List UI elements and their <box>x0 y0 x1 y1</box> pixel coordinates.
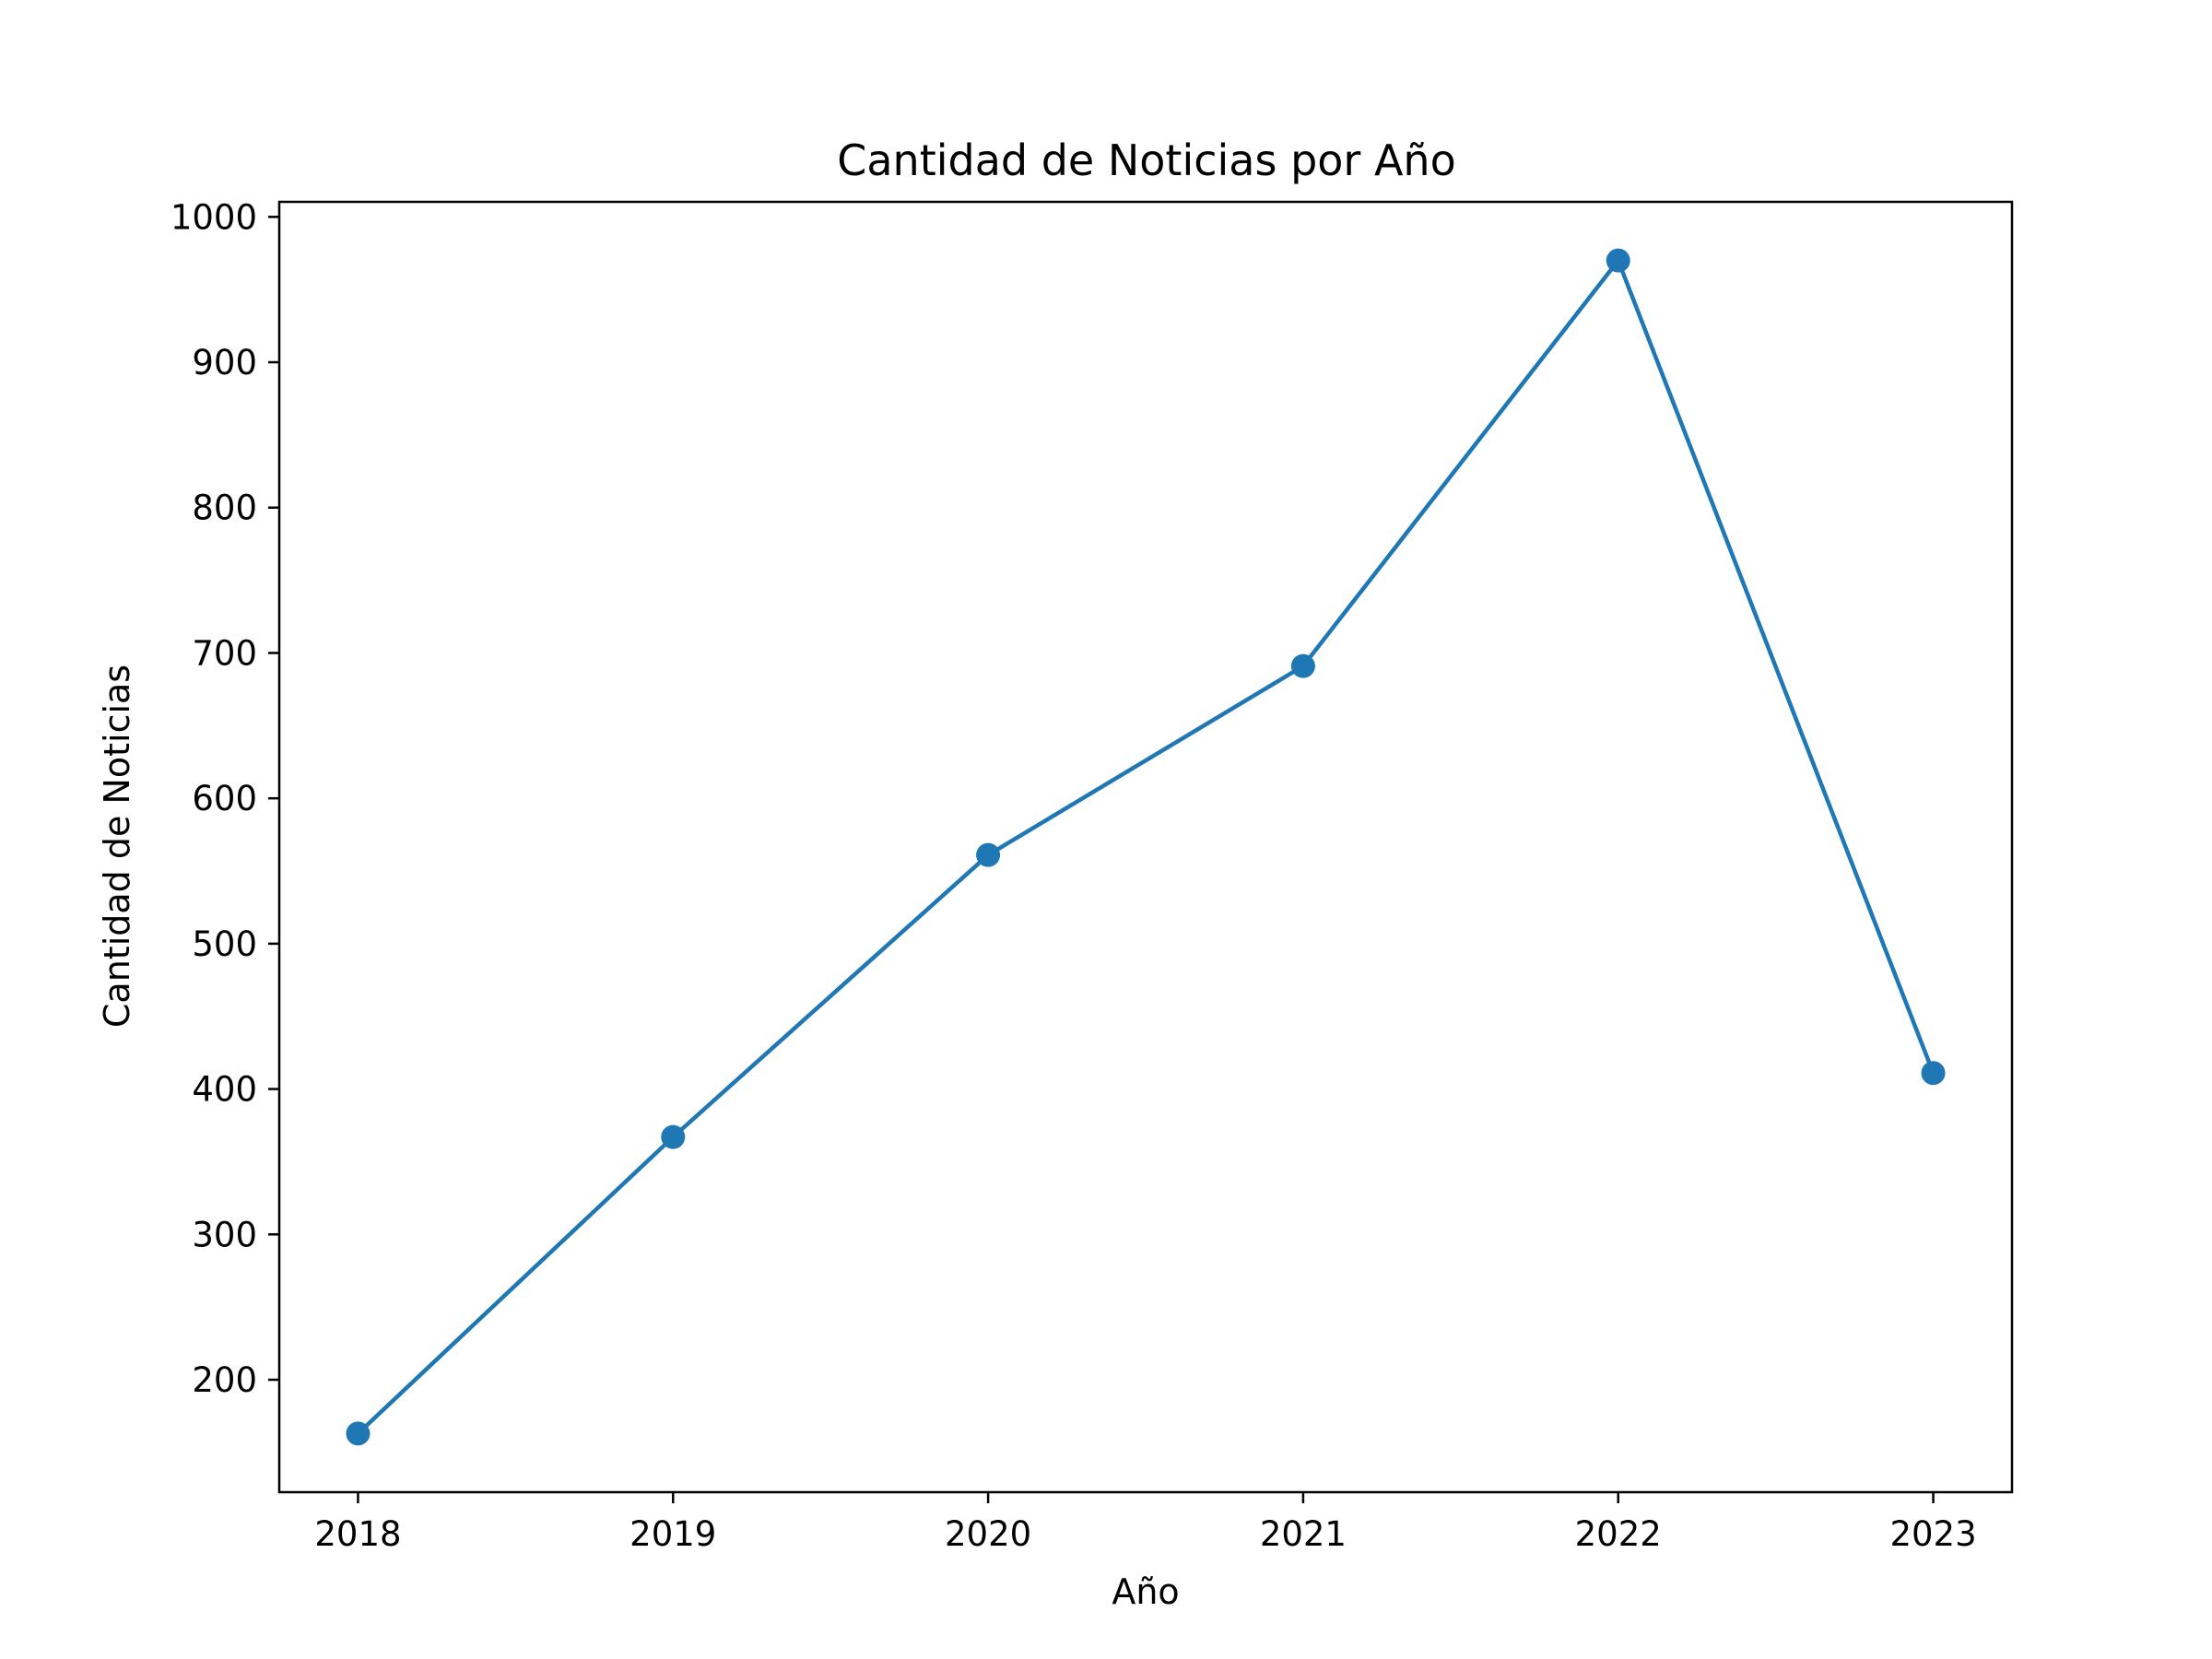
y-tick-label: 900 <box>192 343 257 382</box>
x-tick-label: 2023 <box>1889 1514 1976 1554</box>
series-line <box>356 258 1936 1436</box>
axes-frame <box>277 200 2014 1494</box>
data-point <box>1921 1061 1946 1086</box>
chart-title: Cantidad de Noticias por Año <box>837 135 1455 185</box>
data-point <box>346 1421 371 1446</box>
x-tick-label: 2018 <box>314 1514 401 1554</box>
y-tick-label: 700 <box>192 633 257 673</box>
data-point <box>1290 653 1315 678</box>
y-tick-label: 400 <box>192 1070 257 1110</box>
y-tick-label: 200 <box>192 1360 257 1400</box>
y-tick-label: 300 <box>192 1215 257 1254</box>
plot-area <box>346 248 1946 1446</box>
y-axis-label: Cantidad de Noticias <box>97 665 137 1028</box>
data-point <box>976 842 1001 867</box>
x-tick-label: 2021 <box>1260 1514 1347 1554</box>
x-axis-label: Año <box>1112 1571 1179 1612</box>
y-tick-label: 600 <box>192 779 257 818</box>
y-tick-label: 500 <box>192 924 257 964</box>
x-tick-label: 2020 <box>945 1514 1031 1554</box>
data-point <box>661 1124 686 1149</box>
y-tick-label: 1000 <box>171 197 257 237</box>
x-tick-label: 2022 <box>1575 1514 1662 1554</box>
data-point <box>1606 248 1630 273</box>
x-tick-label: 2019 <box>629 1514 716 1554</box>
y-tick-label: 800 <box>192 488 257 528</box>
y-axis: 200 300 400 500 600 700 800 900 1000 <box>171 197 279 1400</box>
x-axis: 2018 2019 2020 2021 2022 2023 <box>314 1492 1977 1554</box>
